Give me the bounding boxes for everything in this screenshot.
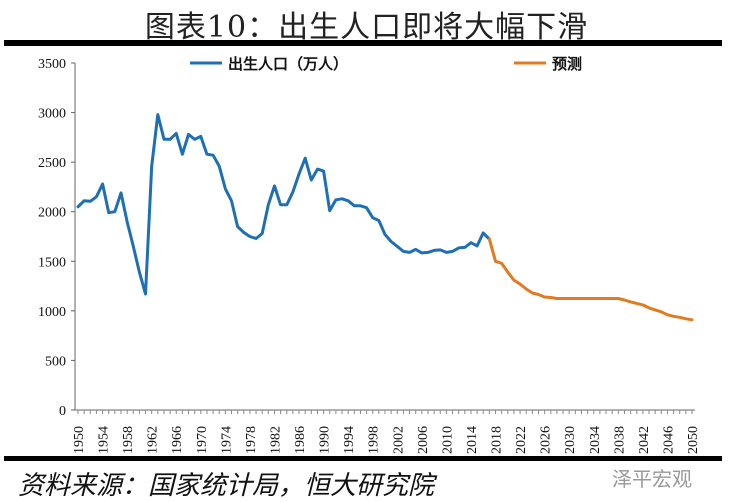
x-tick-label: 2046 xyxy=(661,426,676,454)
x-tick-label: 2026 xyxy=(539,426,554,454)
watermark: 泽平宏观 xyxy=(612,467,692,491)
y-tick-label: 3000 xyxy=(38,107,66,122)
x-tick-label: 2050 xyxy=(686,426,701,454)
legend-label-forecast: 预测 xyxy=(552,55,582,73)
x-tick-label: 2014 xyxy=(465,426,480,454)
x-tick-label: 1954 xyxy=(97,426,112,454)
x-tick-label: 1962 xyxy=(146,426,161,454)
source-note: 资料来源：国家统计局，恒大研究院 xyxy=(18,471,435,501)
x-tick-label: 1958 xyxy=(121,426,136,454)
series-line-forecast xyxy=(487,237,694,322)
y-tick-label: 2500 xyxy=(38,156,66,171)
x-tick-label: 1966 xyxy=(170,426,185,454)
x-tick-label: 2006 xyxy=(416,426,431,454)
y-tick-label: 3500 xyxy=(38,57,66,72)
bottom-divider xyxy=(4,456,722,461)
x-tick-label: 2034 xyxy=(588,426,603,454)
x-tick-label: 2038 xyxy=(612,426,627,454)
x-tick-label: 1974 xyxy=(219,426,234,454)
y-tick-label: 2000 xyxy=(38,206,66,221)
series-line-births xyxy=(76,113,491,296)
legend-label-births: 出生人口（万人） xyxy=(228,55,348,73)
x-tick-label: 1990 xyxy=(318,426,333,454)
x-tick-label: 2042 xyxy=(637,426,652,454)
top-divider xyxy=(4,40,722,46)
x-tick-label: 2018 xyxy=(490,426,505,454)
x-tick-label: 2010 xyxy=(440,426,455,454)
x-tick-label: 1978 xyxy=(244,426,259,454)
y-tick-label: 500 xyxy=(45,354,66,369)
x-tick-label: 2022 xyxy=(514,426,529,454)
x-tick-label: 1998 xyxy=(367,426,382,454)
x-tick-label: 1950 xyxy=(72,426,87,454)
x-tick-label: 2030 xyxy=(563,426,578,454)
y-tick-label: 1000 xyxy=(38,305,66,320)
y-tick-label: 1500 xyxy=(38,255,66,270)
x-tick-label: 1994 xyxy=(342,426,357,454)
x-tick-label: 1970 xyxy=(195,426,210,454)
x-tick-label: 1982 xyxy=(268,426,283,454)
x-tick-label: 1986 xyxy=(293,426,308,454)
y-tick-label: 0 xyxy=(59,404,66,419)
chart-title: 图表10：出生人口即将大幅下滑 xyxy=(144,10,589,45)
x-tick-label: 2002 xyxy=(391,426,406,454)
